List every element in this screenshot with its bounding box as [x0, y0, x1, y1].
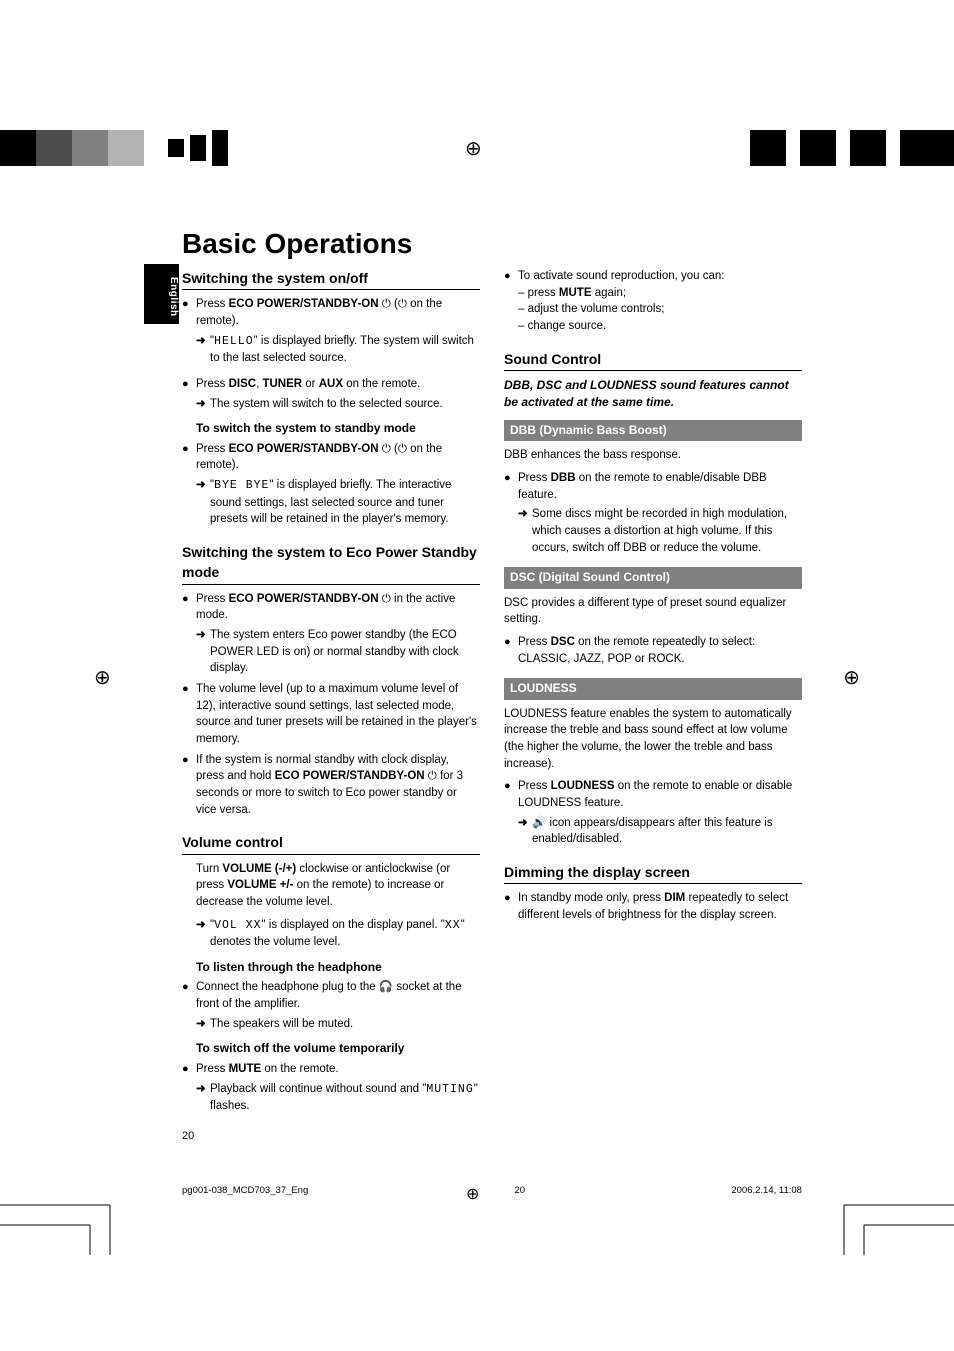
page-title: Basic Operations — [182, 228, 412, 260]
bullet-icon: ● — [182, 376, 196, 393]
section-eco-power: Switching the system to Eco Power Standb… — [182, 542, 480, 818]
instruction-text: Press LOUDNESS on the remote to enable o… — [518, 778, 802, 811]
arrow-icon: ➜ — [196, 917, 210, 951]
instruction-text: To activate sound reproduction, you can:… — [518, 268, 802, 335]
result-text: The speakers will be muted. — [210, 1016, 480, 1033]
instruction-text: Press DSC on the remote repeatedly to se… — [518, 634, 802, 667]
subheading-dsc: DSC (Digital Sound Control) — [504, 567, 802, 588]
result-text: "VOL XX" is displayed on the display pan… — [210, 917, 480, 951]
instruction-text: Turn VOLUME (-/+) clockwise or anticlock… — [182, 861, 480, 911]
bullet-icon: ● — [182, 681, 196, 748]
instruction-text: Press ECO POWER/STANDBY-ON ⏻ in the acti… — [196, 591, 480, 624]
heading-sound-control: Sound Control — [504, 349, 802, 371]
result-text: Some discs might be recorded in high mod… — [532, 506, 802, 556]
heading-eco-power: Switching the system to Eco Power Standb… — [182, 542, 480, 585]
result-text: The system enters Eco power standby (the… — [210, 627, 480, 677]
arrow-icon: ➜ — [196, 333, 210, 367]
bullet-icon: ● — [182, 591, 196, 624]
instruction-text: In standby mode only, press DIM repeated… — [518, 890, 802, 923]
arrow-icon: ➜ — [196, 477, 210, 528]
bullet-icon: ● — [182, 441, 196, 474]
arrow-icon: ➜ — [196, 396, 210, 413]
bullet-icon: ● — [182, 979, 196, 1012]
arrow-icon: ➜ — [196, 1016, 210, 1033]
crosshair-left-icon: ⊕ — [94, 665, 111, 690]
note-text: DBB, DSC and LOUDNESS sound features can… — [504, 377, 802, 412]
arrow-icon: ➜ — [196, 1081, 210, 1115]
bullet-icon: ● — [504, 470, 518, 503]
reg-left-group — [0, 130, 228, 166]
bullet-icon: ● — [182, 1061, 196, 1078]
crop-mark-left-icon — [0, 1195, 120, 1255]
bullet-icon: ● — [504, 634, 518, 667]
instruction-text: Press ECO POWER/STANDBY-ON ⏻ (⏻ on the r… — [196, 441, 480, 474]
instruction-text: Connect the headphone plug to the 🎧 sock… — [196, 979, 480, 1012]
subheading-headphone: To listen through the headphone — [182, 959, 480, 976]
arrow-icon: ➜ — [518, 815, 532, 848]
instruction-text: Press ECO POWER/STANDBY-ON ⏻ (⏻ on the r… — [196, 296, 480, 329]
bullet-icon: ● — [504, 268, 518, 335]
crop-mark-right-icon — [834, 1195, 954, 1255]
reg-right-group — [750, 130, 954, 166]
page-number: 20 — [182, 1130, 194, 1142]
content-area: Switching the system on/off ● Press ECO … — [182, 264, 802, 1129]
arrow-icon: ➜ — [518, 506, 532, 556]
section-volume: Volume control Turn VOLUME (-/+) clockwi… — [182, 832, 480, 1114]
mute-continuation: ● To activate sound reproduction, you ca… — [504, 268, 802, 335]
body-text: DSC provides a different type of preset … — [504, 595, 802, 628]
subheading-loudness: LOUDNESS — [504, 678, 802, 699]
section-dimming: Dimming the display screen ● In standby … — [504, 862, 802, 924]
crop-marks-bottom — [0, 1195, 954, 1255]
instruction-text: Press MUTE on the remote. — [196, 1061, 480, 1078]
registration-marks-top: ⊕ — [0, 130, 954, 166]
result-text: 🔊 icon appears/disappears after this fea… — [532, 815, 802, 848]
instruction-text: Press DISC, TUNER or AUX on the remote. — [196, 376, 480, 393]
subheading-standby: To switch the system to standby mode — [182, 420, 480, 437]
bullet-icon: ● — [504, 890, 518, 923]
instruction-text: The volume level (up to a maximum volume… — [196, 681, 480, 748]
language-tab: English — [144, 264, 179, 324]
body-text: LOUDNESS feature enables the system to a… — [504, 706, 802, 773]
result-text: "BYE BYE" is displayed briefly. The inte… — [210, 477, 480, 528]
bullet-icon: ● — [182, 752, 196, 819]
instruction-text: Press DBB on the remote to enable/disabl… — [518, 470, 802, 503]
result-text: The system will switch to the selected s… — [210, 396, 480, 413]
crosshair-icon: ⊕ — [465, 136, 482, 161]
instruction-text: If the system is normal standby with clo… — [196, 752, 480, 819]
section-switching-onoff: Switching the system on/off ● Press ECO … — [182, 268, 480, 528]
crosshair-right-icon: ⊕ — [843, 665, 860, 690]
result-text: Playback will continue without sound and… — [210, 1081, 480, 1115]
arrow-icon: ➜ — [196, 627, 210, 677]
body-text: DBB enhances the bass response. — [504, 447, 802, 464]
bullet-icon: ● — [504, 778, 518, 811]
right-column: ● To activate sound reproduction, you ca… — [504, 264, 802, 1129]
heading-switching-onoff: Switching the system on/off — [182, 268, 480, 290]
heading-dimming: Dimming the display screen — [504, 862, 802, 884]
bullet-icon: ● — [182, 296, 196, 329]
result-text: "HELLO" is displayed briefly. The system… — [210, 333, 480, 367]
left-column: Switching the system on/off ● Press ECO … — [182, 264, 480, 1129]
subheading-mute: To switch off the volume temporarily — [182, 1040, 480, 1057]
subheading-dbb: DBB (Dynamic Bass Boost) — [504, 420, 802, 441]
section-sound-control: Sound Control DBB, DSC and LOUDNESS soun… — [504, 349, 802, 848]
heading-volume: Volume control — [182, 832, 480, 854]
